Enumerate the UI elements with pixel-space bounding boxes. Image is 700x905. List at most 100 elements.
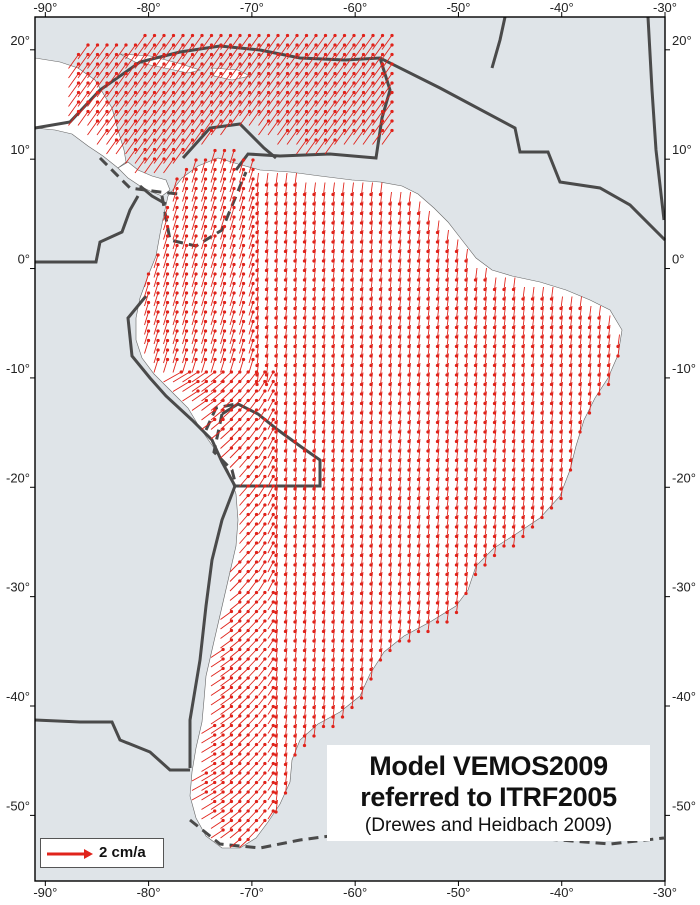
velocity-arrowhead bbox=[361, 62, 366, 66]
velocity-arrowhead bbox=[213, 148, 217, 153]
velocity-arrow bbox=[361, 429, 364, 442]
velocity-arrow bbox=[475, 543, 478, 556]
velocity-arrow bbox=[256, 296, 259, 309]
velocity-arrowhead bbox=[175, 338, 179, 343]
velocity-arrowhead bbox=[251, 262, 255, 267]
velocity-arrowhead bbox=[221, 389, 225, 393]
velocity-arrowhead bbox=[314, 128, 318, 133]
velocity-arrow bbox=[239, 197, 244, 212]
velocity-arrow bbox=[418, 467, 421, 480]
velocity-arrow bbox=[579, 381, 582, 395]
velocity-arrow bbox=[296, 54, 307, 69]
velocity-arrow bbox=[172, 371, 190, 383]
velocity-arrow bbox=[351, 315, 354, 328]
velocity-arrowhead bbox=[254, 809, 259, 813]
velocity-arrowhead bbox=[221, 818, 225, 823]
velocity-arrow bbox=[313, 476, 316, 490]
velocity-arrow bbox=[220, 283, 225, 297]
velocity-arrow bbox=[210, 419, 224, 430]
velocity-arrow bbox=[201, 226, 206, 240]
velocity-arrow bbox=[248, 92, 260, 107]
velocity-arrowhead bbox=[190, 43, 195, 47]
velocity-arrow bbox=[182, 245, 187, 259]
velocity-arrow bbox=[96, 63, 108, 79]
velocity-arrow bbox=[201, 178, 206, 193]
velocity-arrowhead bbox=[597, 392, 601, 396]
velocity-arrow bbox=[342, 248, 345, 262]
velocity-arrow bbox=[239, 216, 244, 231]
velocity-arrow bbox=[551, 324, 554, 338]
velocity-arrowhead bbox=[143, 43, 147, 47]
velocity-arrow bbox=[115, 44, 127, 60]
velocity-arrow bbox=[191, 92, 203, 107]
velocity-arrow bbox=[144, 302, 149, 316]
velocity-arrowhead bbox=[238, 761, 242, 766]
velocity-arrow bbox=[361, 324, 364, 338]
velocity-arrowhead bbox=[263, 685, 267, 690]
velocity-arrow bbox=[334, 82, 345, 98]
velocity-arrow bbox=[334, 130, 345, 145]
velocity-arrow bbox=[332, 410, 335, 423]
velocity-arrow bbox=[258, 533, 266, 544]
velocity-arrow bbox=[182, 302, 187, 316]
velocity-arrowhead bbox=[232, 215, 236, 219]
velocity-arrowhead bbox=[238, 647, 242, 652]
velocity-arrowhead bbox=[196, 370, 200, 374]
velocity-arrow bbox=[513, 286, 516, 300]
velocity-arrow bbox=[551, 448, 554, 461]
velocity-arrow bbox=[294, 533, 297, 547]
velocity-arrow bbox=[275, 419, 278, 433]
velocity-arrowhead bbox=[304, 43, 309, 47]
velocity-arrowhead bbox=[232, 196, 236, 200]
velocity-arrowhead bbox=[312, 734, 316, 738]
velocity-arrow bbox=[389, 543, 392, 556]
velocity-arrowhead bbox=[271, 408, 275, 412]
velocity-arrow bbox=[275, 362, 278, 376]
velocity-arrow bbox=[134, 130, 146, 145]
velocity-arrow bbox=[503, 438, 506, 452]
velocity-arrowhead bbox=[342, 109, 347, 114]
velocity-arrowhead bbox=[187, 379, 192, 384]
velocity-arrowhead bbox=[238, 579, 242, 583]
velocity-arrowhead bbox=[86, 71, 90, 76]
velocity-arrow bbox=[551, 334, 554, 347]
velocity-arrow bbox=[608, 334, 611, 347]
velocity-arrow bbox=[456, 324, 459, 338]
velocity-arrow bbox=[370, 334, 373, 347]
velocity-arrowhead bbox=[171, 138, 176, 142]
velocity-arrow bbox=[267, 111, 279, 126]
velocity-arrow bbox=[353, 111, 364, 126]
velocity-arrow bbox=[153, 63, 165, 79]
velocity-arrowhead bbox=[254, 379, 259, 384]
velocity-arrow bbox=[522, 410, 525, 423]
velocity-arrow bbox=[532, 286, 535, 300]
velocity-arrow bbox=[503, 419, 506, 433]
velocity-arrow bbox=[372, 130, 383, 145]
velocity-arrow bbox=[353, 82, 364, 98]
velocity-arrow bbox=[210, 371, 224, 383]
velocity-arrow bbox=[239, 359, 244, 373]
velocity-arrow bbox=[294, 324, 297, 338]
velocity-arrow bbox=[220, 159, 225, 174]
velocity-arrowhead bbox=[213, 224, 217, 229]
velocity-arrowhead bbox=[371, 119, 375, 123]
velocity-arrow bbox=[494, 457, 497, 471]
velocity-arrowhead bbox=[271, 742, 275, 747]
velocity-arrow bbox=[446, 448, 449, 461]
velocity-arrowhead bbox=[175, 329, 179, 333]
velocity-arrow bbox=[408, 410, 411, 423]
velocity-arrow bbox=[437, 524, 440, 537]
velocity-arrowhead bbox=[263, 379, 267, 384]
velocity-arrowhead bbox=[246, 493, 250, 498]
lon-tick-label: -50° bbox=[446, 885, 470, 900]
velocity-arrow bbox=[153, 130, 165, 145]
velocity-arrow bbox=[513, 514, 516, 528]
velocity-arrowhead bbox=[146, 338, 151, 343]
velocity-arrowhead bbox=[165, 291, 170, 295]
velocity-arrow bbox=[294, 201, 297, 214]
velocity-arrow bbox=[362, 44, 374, 60]
velocity-arrow bbox=[589, 334, 592, 347]
velocity-arrowhead bbox=[263, 638, 267, 642]
velocity-arrow bbox=[182, 349, 187, 364]
velocity-arrow bbox=[220, 82, 231, 98]
